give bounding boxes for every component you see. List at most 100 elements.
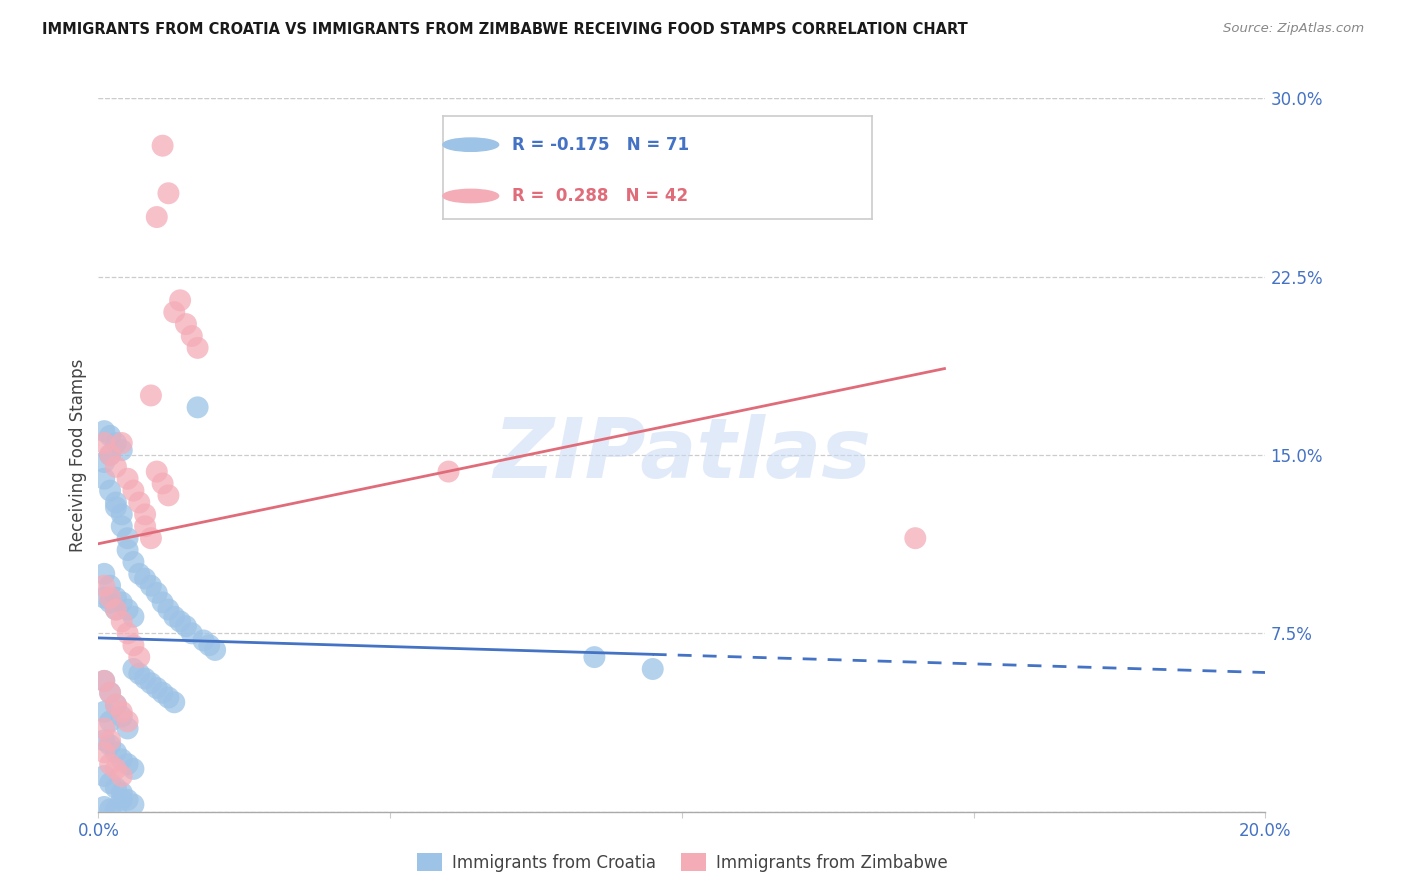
Point bbox=[104, 698, 127, 712]
Point bbox=[93, 436, 115, 450]
Point bbox=[93, 745, 115, 759]
Point bbox=[163, 609, 186, 624]
Point bbox=[104, 780, 127, 795]
Point bbox=[111, 615, 134, 629]
Point bbox=[98, 686, 121, 700]
Point bbox=[104, 500, 127, 515]
Point bbox=[93, 591, 115, 605]
Point bbox=[641, 662, 664, 676]
Point bbox=[93, 705, 115, 719]
Point bbox=[157, 602, 180, 616]
Text: R = -0.175   N = 71: R = -0.175 N = 71 bbox=[512, 136, 689, 153]
Point bbox=[139, 531, 162, 545]
Point bbox=[122, 483, 145, 498]
Point bbox=[169, 293, 191, 308]
Point bbox=[111, 508, 134, 522]
Point bbox=[128, 650, 150, 665]
Point bbox=[437, 465, 460, 479]
Point bbox=[187, 341, 209, 355]
Point bbox=[152, 476, 174, 491]
Point bbox=[98, 733, 121, 747]
Point bbox=[122, 638, 145, 652]
Point bbox=[104, 602, 127, 616]
Legend: Immigrants from Croatia, Immigrants from Zimbabwe: Immigrants from Croatia, Immigrants from… bbox=[411, 847, 953, 879]
Point bbox=[93, 769, 115, 783]
Point bbox=[204, 643, 226, 657]
Point bbox=[98, 595, 121, 609]
Point bbox=[104, 495, 127, 509]
Point bbox=[93, 455, 115, 469]
Point bbox=[174, 317, 197, 331]
Point bbox=[163, 305, 186, 319]
Point bbox=[157, 186, 180, 201]
Point bbox=[93, 424, 115, 438]
Circle shape bbox=[443, 189, 499, 202]
Point bbox=[139, 579, 162, 593]
Text: Source: ZipAtlas.com: Source: ZipAtlas.com bbox=[1223, 22, 1364, 36]
Point bbox=[93, 733, 115, 747]
Point bbox=[117, 626, 139, 640]
Point bbox=[104, 591, 127, 605]
Point bbox=[98, 429, 121, 443]
Point bbox=[117, 531, 139, 545]
Point bbox=[104, 459, 127, 474]
Point bbox=[117, 602, 139, 616]
Point bbox=[122, 609, 145, 624]
Point bbox=[98, 738, 121, 752]
Point bbox=[134, 672, 156, 686]
Point bbox=[117, 472, 139, 486]
Point bbox=[122, 797, 145, 812]
Point bbox=[93, 722, 115, 736]
Point bbox=[98, 686, 121, 700]
Point bbox=[146, 465, 169, 479]
Point bbox=[117, 757, 139, 772]
Point bbox=[98, 714, 121, 729]
Point bbox=[128, 666, 150, 681]
Point bbox=[122, 662, 145, 676]
Point bbox=[122, 762, 145, 776]
Point bbox=[104, 602, 127, 616]
Point bbox=[98, 776, 121, 790]
Point bbox=[180, 626, 202, 640]
Point bbox=[111, 519, 134, 533]
Point bbox=[146, 586, 169, 600]
Point bbox=[117, 543, 139, 558]
Point bbox=[98, 591, 121, 605]
Point bbox=[111, 793, 134, 807]
Point bbox=[193, 633, 215, 648]
Point bbox=[128, 495, 150, 509]
Point bbox=[134, 572, 156, 586]
Point bbox=[174, 619, 197, 633]
Point bbox=[117, 714, 139, 729]
Point bbox=[117, 793, 139, 807]
Point bbox=[98, 802, 121, 816]
Point bbox=[98, 448, 121, 462]
Point bbox=[93, 579, 115, 593]
Point bbox=[187, 401, 209, 415]
Point bbox=[111, 786, 134, 800]
Point bbox=[146, 210, 169, 224]
Point bbox=[104, 762, 127, 776]
Point bbox=[98, 483, 121, 498]
Point bbox=[904, 531, 927, 545]
Point bbox=[104, 802, 127, 816]
Point bbox=[98, 757, 121, 772]
Point bbox=[152, 595, 174, 609]
Y-axis label: Receiving Food Stamps: Receiving Food Stamps bbox=[69, 359, 87, 551]
Point bbox=[583, 650, 606, 665]
Point bbox=[139, 676, 162, 690]
Point bbox=[93, 472, 115, 486]
Circle shape bbox=[443, 138, 499, 152]
Point bbox=[152, 138, 174, 153]
Point bbox=[198, 638, 221, 652]
Point bbox=[117, 722, 139, 736]
Text: IMMIGRANTS FROM CROATIA VS IMMIGRANTS FROM ZIMBABWE RECEIVING FOOD STAMPS CORREL: IMMIGRANTS FROM CROATIA VS IMMIGRANTS FR… bbox=[42, 22, 967, 37]
Point bbox=[152, 686, 174, 700]
Text: ZIPatlas: ZIPatlas bbox=[494, 415, 870, 495]
Point bbox=[93, 673, 115, 688]
Point bbox=[111, 705, 134, 719]
Point bbox=[98, 448, 121, 462]
Point bbox=[111, 595, 134, 609]
Point bbox=[146, 681, 169, 695]
Point bbox=[139, 388, 162, 402]
